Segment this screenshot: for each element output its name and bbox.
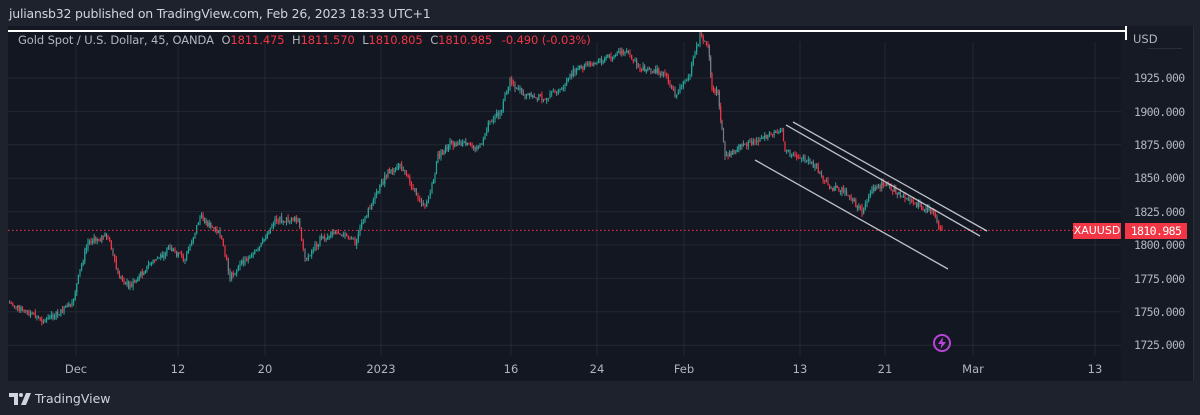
series-legend: Gold Spot / U.S. Dollar, 45, OANDA O1811… — [18, 33, 591, 47]
high-label: H — [292, 33, 301, 47]
time-tick: 12 — [170, 362, 186, 376]
close-value: 1810.985 — [438, 33, 493, 47]
tradingview-logo-icon — [9, 392, 31, 405]
currency-label[interactable]: USD — [1133, 32, 1158, 46]
high-value: 1811.570 — [300, 33, 355, 47]
time-tick: Feb — [673, 362, 695, 376]
tradingview-logo[interactable]: TradingView — [9, 391, 111, 406]
time-tick: 2023 — [366, 362, 396, 376]
price-tick: 1850.000 — [1134, 171, 1185, 185]
price-tick: 1825.000 — [1134, 205, 1185, 219]
lightning-icon[interactable] — [933, 334, 951, 352]
time-tick: 20 — [257, 362, 273, 376]
time-tick: 24 — [589, 362, 605, 376]
current-price-badge: 1810.985 — [1125, 223, 1187, 239]
time-tick: 13 — [1087, 362, 1103, 376]
open-value: 1811.475 — [230, 33, 285, 47]
instrument-label: Gold Spot / U.S. Dollar, 45, OANDA — [18, 33, 214, 47]
price-tick: 1775.000 — [1134, 272, 1185, 286]
axis-separator — [1148, 48, 1182, 49]
time-tick: 16 — [503, 362, 519, 376]
price-tick: 1875.000 — [1134, 138, 1185, 152]
price-axis[interactable] — [1121, 26, 1194, 381]
low-label: L — [362, 33, 369, 47]
brand-name: TradingView — [35, 391, 111, 406]
time-tick: Mar — [962, 362, 984, 376]
open-label: O — [221, 33, 231, 47]
price-tick: 1750.000 — [1134, 305, 1185, 319]
price-tick: 1925.000 — [1134, 71, 1185, 85]
time-tick: 13 — [792, 362, 808, 376]
publish-header: juliansb32 published on TradingView.com,… — [0, 0, 1200, 26]
time-tick: 21 — [877, 362, 893, 376]
change-value: -0.490 (-0.03%) — [501, 33, 591, 47]
price-tick: 1900.000 — [1134, 105, 1185, 119]
price-tick: 1800.000 — [1134, 238, 1185, 252]
time-tick: Dec — [64, 362, 88, 376]
price-tick: 1725.000 — [1134, 338, 1185, 352]
drawing-line-end[interactable] — [1125, 26, 1127, 40]
close-label: C — [430, 33, 439, 47]
low-value: 1810.805 — [368, 33, 423, 47]
publish-info: juliansb32 published on TradingView.com,… — [9, 6, 431, 21]
symbol-badge: XAUUSD — [1073, 223, 1121, 239]
horizontal-drawing-line[interactable] — [8, 30, 1127, 32]
